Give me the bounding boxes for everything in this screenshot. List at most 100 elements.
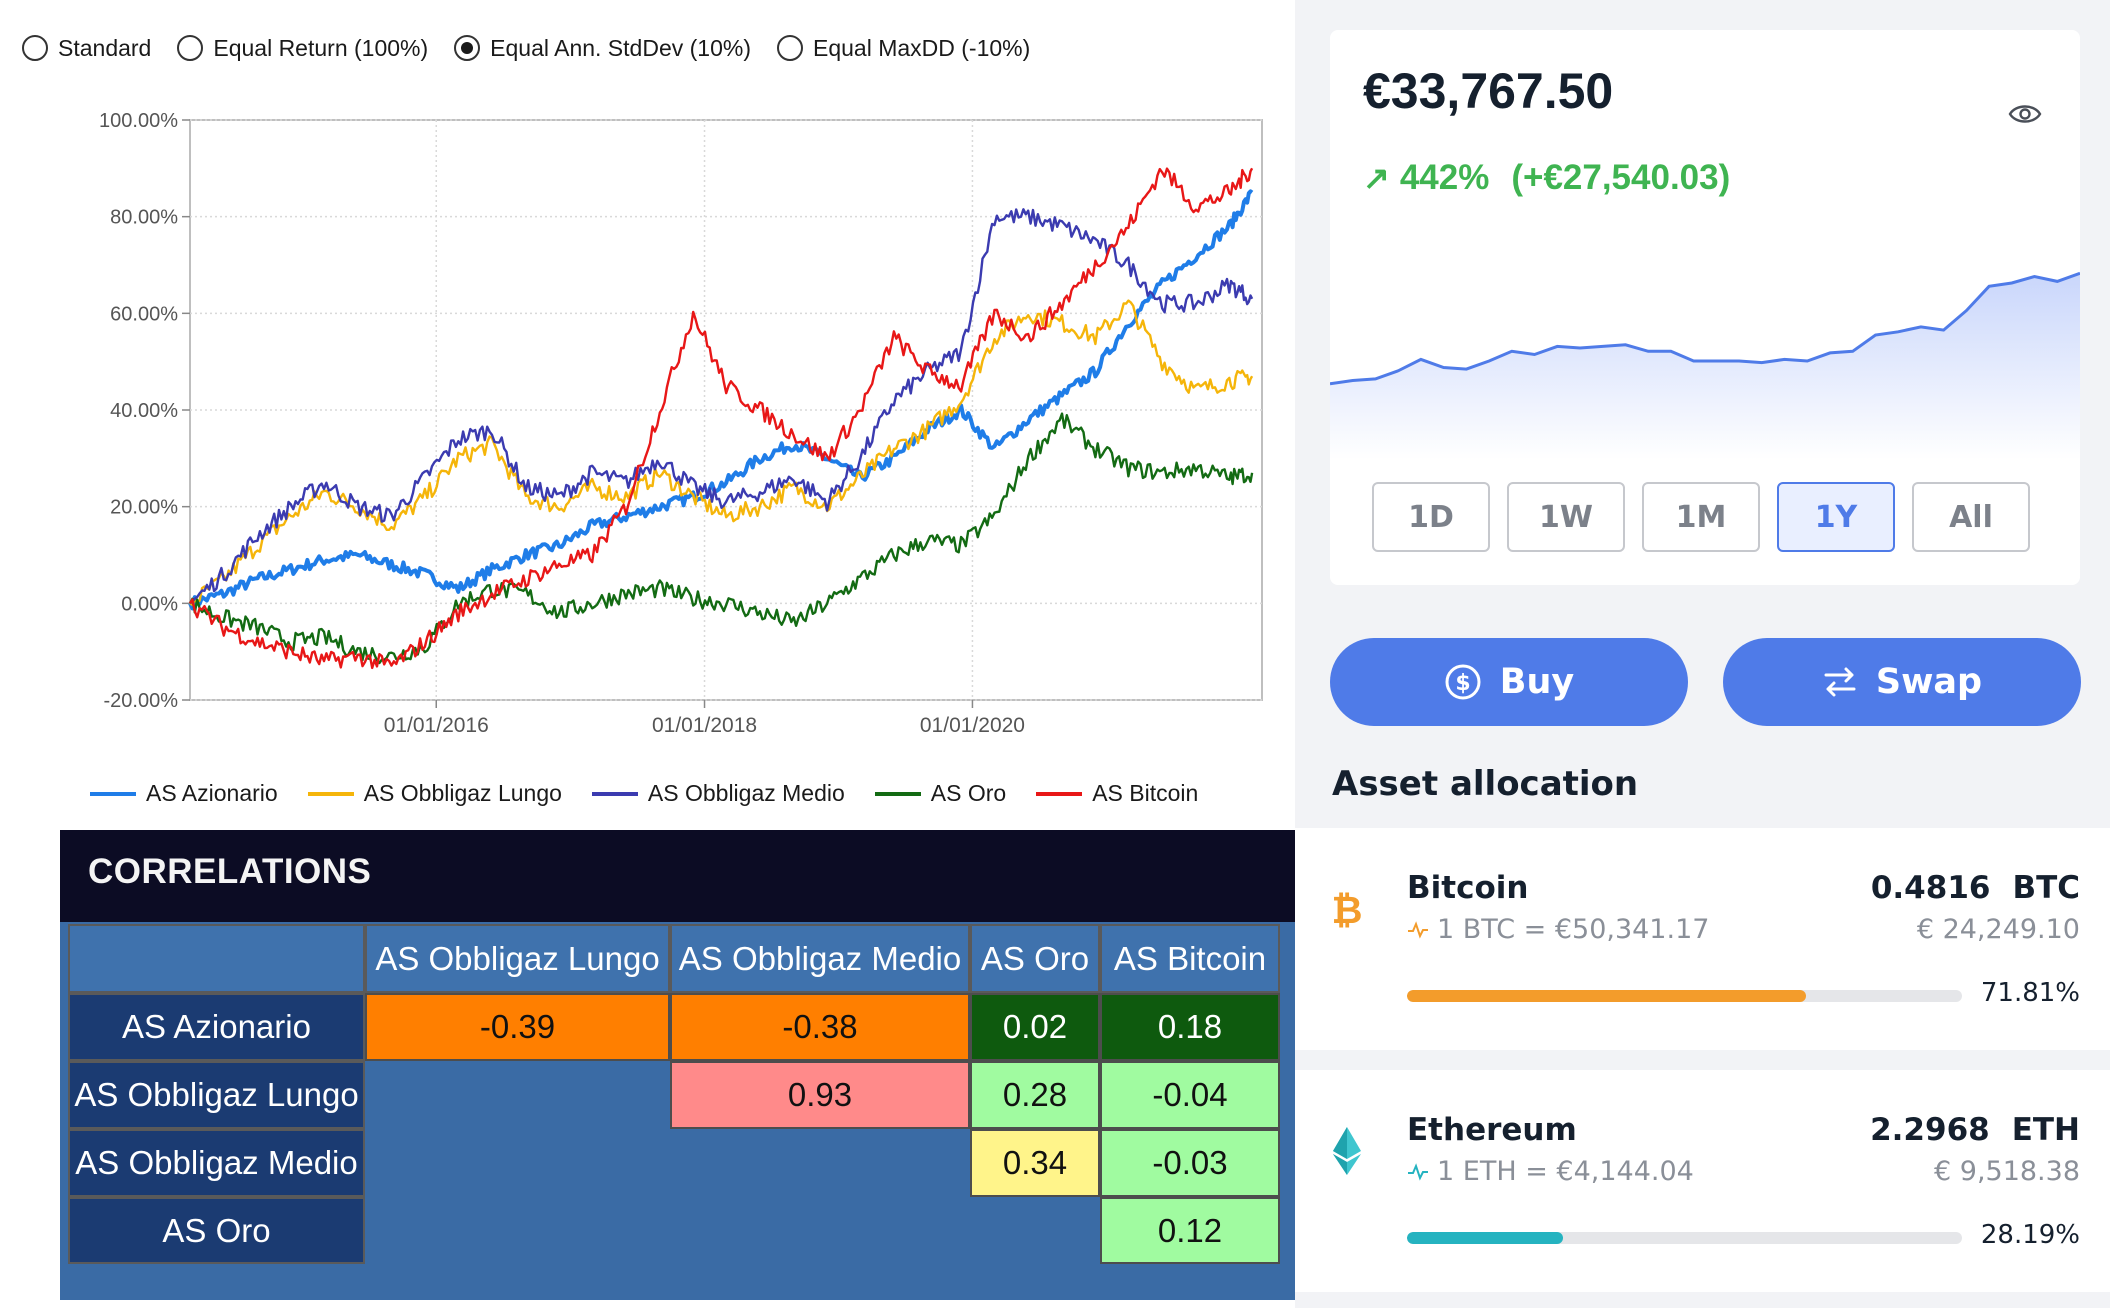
x-tick-label: 01/01/2016 <box>384 714 489 737</box>
y-tick-label: 60.00% <box>110 303 178 325</box>
row-header: AS Obbligaz Medio <box>68 1129 365 1197</box>
row-header: AS Azionario <box>68 993 365 1061</box>
correlation-cell: 0.34 <box>970 1129 1100 1197</box>
radio-equal-return[interactable]: Equal Return (100%) <box>177 35 428 62</box>
asset-amount-value: 0.4816 <box>1870 870 1991 906</box>
legend-item-oro: AS Oro <box>874 780 1007 807</box>
series-line-as-bitcoin <box>188 167 1254 670</box>
legend-label: AS Obbligaz Medio <box>647 780 845 806</box>
range-button-1y[interactable]: 1Y <box>1777 482 1895 552</box>
correlation-cell: -0.04 <box>1100 1061 1280 1129</box>
normalization-options: Standard Equal Return (100%) Equal Ann. … <box>22 30 1056 66</box>
range-button-1w[interactable]: 1W <box>1507 482 1625 552</box>
column-header: AS Bitcoin <box>1100 924 1280 993</box>
radio-label: Equal Return (100%) <box>213 34 429 61</box>
mini-chart-area <box>1330 273 2080 460</box>
row-header: AS Oro <box>68 1197 365 1264</box>
correlation-cell: -0.39 <box>365 993 670 1061</box>
series-line-as-oro <box>188 412 1254 665</box>
legend-swatch <box>591 791 638 796</box>
y-tick-label: 0.00% <box>121 593 178 615</box>
series-line-as-azionario <box>188 189 1254 611</box>
asset-rate-text: 1 ETH = €4,144.04 <box>1437 1156 1694 1187</box>
correlation-cell: 0.28 <box>970 1061 1100 1129</box>
ethereum-icon <box>1333 1127 1361 1175</box>
radio-label: Equal Ann. StdDev (10%) <box>490 34 751 61</box>
mini-chart-line <box>1330 271 2080 386</box>
radio-circle[interactable] <box>177 35 204 61</box>
range-button-all[interactable]: All <box>1912 482 2030 552</box>
range-button-1m[interactable]: 1M <box>1642 482 1760 552</box>
radio-label: Standard <box>58 34 152 61</box>
asset-fiat-value: € 24,249.10 <box>1916 914 2080 945</box>
correlation-cell: 0.02 <box>970 993 1100 1061</box>
correlation-cell: 0.18 <box>1100 993 1280 1061</box>
portfolio-balance: €33,767.50 <box>1363 63 1614 119</box>
eye-icon[interactable] <box>2008 102 2042 126</box>
time-range-selector: 1D 1W 1M 1Y All <box>1372 482 2047 552</box>
bitcoin-icon: ₿ <box>1332 888 1363 932</box>
series-line-as-obbligaz-medio <box>189 208 1254 605</box>
allocation-percent: 28.19% <box>1980 1220 2080 1250</box>
asset-allocation-title: Asset allocation <box>1332 764 1639 804</box>
asset-amount: 0.4816 BTC <box>1871 870 2080 906</box>
radio-circle[interactable] <box>22 35 48 61</box>
swap-label: Swap <box>1875 662 1983 702</box>
legend-label: AS Azionario <box>146 780 278 806</box>
asset-row-bitcoin[interactable]: ₿ Bitcoin 1 BTC = €50,341.17 0.4816 BTC €… <box>1295 828 2110 1050</box>
y-tick-label: -20.00% <box>104 690 179 712</box>
radio-equal-stddev[interactable]: Equal Ann. StdDev (10%) <box>454 35 751 62</box>
wallet-panel: €33,767.50 ↗ 442% (+€27,540.03) 1D 1W 1M… <box>1295 0 2110 1308</box>
correlation-cell: 0.12 <box>1100 1197 1280 1264</box>
radio-equal-maxdd[interactable]: Equal MaxDD (-10%) <box>776 34 1031 62</box>
x-tick-label: 01/01/2020 <box>920 714 1025 737</box>
buy-button[interactable]: $ Buy <box>1330 638 1688 726</box>
legend-item-azionario: AS Azionario <box>90 780 278 807</box>
row-header: AS Obbligaz Lungo <box>68 1061 365 1129</box>
svg-text:$: $ <box>1455 671 1470 696</box>
allocation-bar <box>1407 990 1962 1002</box>
column-header: AS Obbligaz Lungo <box>365 924 670 993</box>
correlation-cell: -0.03 <box>1100 1129 1280 1197</box>
legend-item-obbligaz-lungo: AS Obbligaz Lungo <box>307 780 562 807</box>
legend-swatch <box>874 791 921 796</box>
radio-standard[interactable]: Standard <box>22 35 151 62</box>
swap-button[interactable]: Swap <box>1723 638 2081 726</box>
asset-amount-value: 2.2968 <box>1870 1112 1990 1148</box>
legend-swatch <box>90 791 136 796</box>
column-header: AS Obbligaz Medio <box>670 924 970 993</box>
table-corner <box>68 924 365 993</box>
swap-arrows-icon <box>1824 667 1856 697</box>
radio-circle-selected[interactable] <box>454 35 481 61</box>
asset-name: Ethereum <box>1407 1112 1577 1148</box>
asset-fiat-value: € 9,518.38 <box>1934 1156 2080 1187</box>
allocation-bar-fill <box>1407 990 1806 1002</box>
allocation-bar <box>1407 1232 1962 1244</box>
radio-label: Equal MaxDD (-10%) <box>812 34 1031 61</box>
legend-label: AS Oro <box>930 780 1007 806</box>
buy-label: Buy <box>1499 662 1575 702</box>
legend-label: AS Bitcoin <box>1092 780 1199 806</box>
legend-label: AS Obbligaz Lungo <box>363 780 562 806</box>
dollar-icon: $ <box>1445 664 1481 700</box>
asset-name: Bitcoin <box>1407 870 1529 906</box>
change-percent: 442% <box>1399 158 1490 197</box>
pulse-icon <box>1408 1162 1428 1181</box>
correlation-cell: 0.93 <box>670 1061 970 1129</box>
correlations-title: CORRELATIONS <box>60 830 1295 922</box>
legend-item-obbligaz-medio: AS Obbligaz Medio <box>591 780 845 807</box>
range-button-1d[interactable]: 1D <box>1372 482 1490 552</box>
column-header: AS Oro <box>970 924 1100 993</box>
y-tick-label: 100.00% <box>99 110 178 132</box>
asset-row-ethereum[interactable]: Ethereum 1 ETH = €4,144.04 2.2968 ETH € 9… <box>1295 1070 2110 1292</box>
legend-swatch <box>1036 791 1083 796</box>
performance-chart-panel: 100.00% 80.00% 60.00% 40.00% 20.00% 0.00% -20.… <box>0 0 1300 830</box>
pulse-icon <box>1408 920 1428 939</box>
radio-circle[interactable] <box>776 35 803 61</box>
legend-swatch <box>307 791 354 796</box>
asset-unit: ETH <box>2011 1112 2080 1148</box>
portfolio-card: €33,767.50 ↗ 442% (+€27,540.03) 1D 1W 1M… <box>1330 30 2080 585</box>
portfolio-mini-chart <box>1330 271 2080 460</box>
performance-chart: 100.00% 80.00% 60.00% 40.00% 20.00% 0.00% -20.… <box>99 110 1263 737</box>
asset-rate-text: 1 BTC = €50,341.17 <box>1437 914 1710 945</box>
